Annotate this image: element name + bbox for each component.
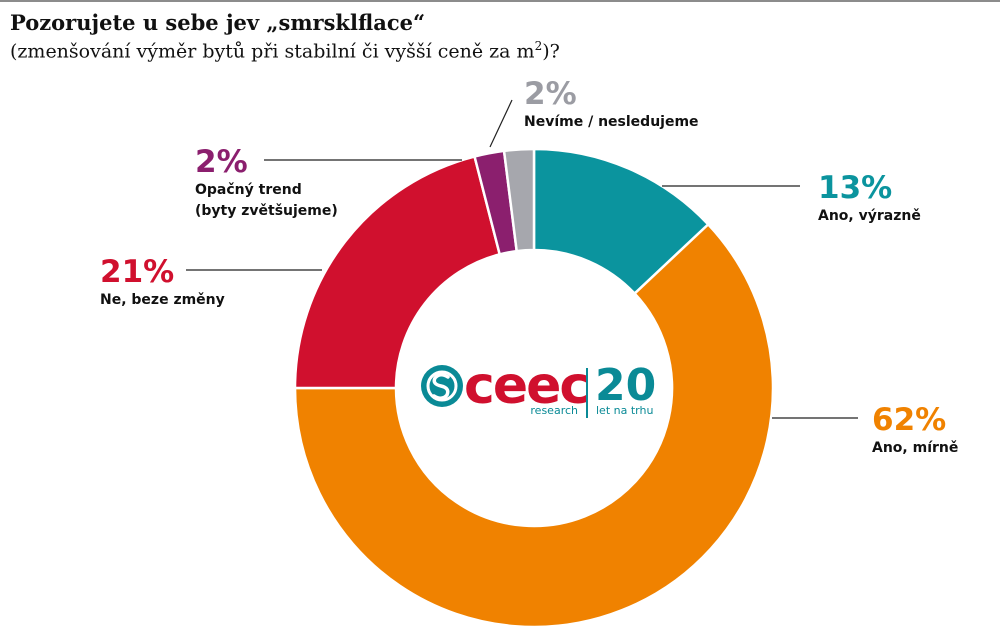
slice-value-label-4: 2% (524, 76, 577, 112)
slice-value-label-1: 62% (872, 402, 946, 438)
ceec-logo: ceec research 20 let na trhu (421, 356, 656, 418)
ceec-coin-icon (421, 365, 463, 407)
slice-value-label-3: 2% (195, 144, 248, 180)
logo-subtitle-text: let na trhu (596, 404, 653, 417)
leader-line-4 (489, 99, 513, 148)
slice-category-label-4-0: Nevíme / nesledujeme (524, 114, 699, 130)
donut-slice-2 (293, 154, 502, 390)
donut-slice-4 (502, 147, 536, 253)
donut-slices (293, 147, 775, 629)
slice-category-label-3-1: (byty zvětšujeme) (195, 203, 338, 219)
donut-slice-1 (293, 222, 775, 629)
logo-divider (586, 368, 588, 418)
subtitle-end: )? (542, 40, 560, 63)
logo-research-text: research (530, 404, 578, 417)
slice-category-label-0-0: Ano, výrazně (818, 208, 921, 224)
logo-years-text: 20 (595, 360, 656, 411)
chart-title: Pozorujete u sebe jev „smrsklflace“ (10, 10, 426, 35)
leader-lines (186, 99, 858, 419)
slice-category-label-1-0: Ano, mírně (872, 440, 958, 456)
slice-category-label-2-0: Ne, beze změny (100, 292, 225, 308)
chart-subtitle: (zmenšování výměr bytů při stabilní či v… (10, 39, 560, 62)
slice-value-label-0: 13% (818, 170, 892, 206)
slice-labels: 13% Ano, výrazně 62% Ano, mírně 21% Ne, beze … (100, 76, 958, 456)
slice-category-label-3-0: Opačný trend (195, 182, 302, 198)
slice-value-label-2: 21% (100, 254, 174, 290)
subtitle-superscript: 2 (534, 39, 543, 53)
top-rule (0, 0, 1000, 2)
subtitle-text: (zmenšování výměr bytů při stabilní či v… (10, 40, 535, 63)
logo-brand-text: ceec (464, 356, 588, 416)
